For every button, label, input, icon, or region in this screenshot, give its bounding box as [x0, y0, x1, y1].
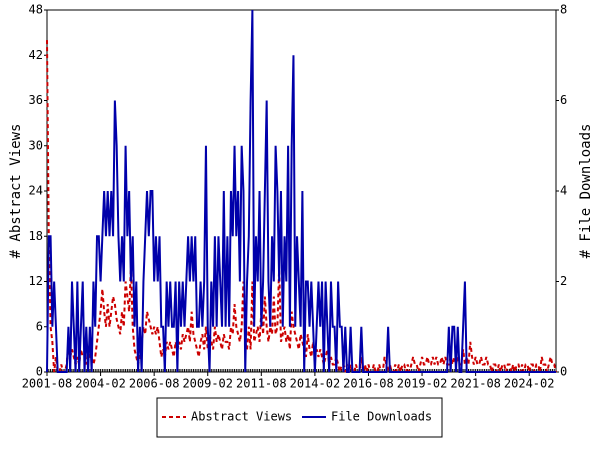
y2-tick-label: 2 [560, 274, 567, 288]
y2-tick-label: 4 [560, 184, 567, 198]
y-tick-label: 12 [29, 274, 43, 288]
x-tick-label: 2009-02 [182, 377, 233, 391]
data-line [46, 9, 556, 373]
y-tick-label: 18 [29, 229, 43, 243]
y2-axis-title: # File Downloads [578, 124, 594, 259]
legend-label: File Downloads [331, 410, 432, 424]
x-tick-label: 2006-08 [129, 377, 180, 391]
y-tick-label: 48 [29, 3, 43, 17]
y2-tick-label: 0 [560, 365, 567, 379]
y-tick-label: 0 [36, 365, 43, 379]
x-tick-label: 2011-08 [236, 377, 287, 391]
legend-box [156, 397, 443, 438]
x-tick-label: 2021-08 [450, 377, 501, 391]
x-tick-label: 2014-02 [290, 377, 341, 391]
x-tick-label: 2004-02 [75, 377, 126, 391]
y-tick-label: 30 [29, 138, 43, 152]
y-tick-label: 24 [29, 184, 43, 198]
data-line [46, 40, 557, 373]
x-tick-label: 2019-02 [397, 377, 448, 391]
legend-label: Abstract Views [191, 410, 292, 424]
y-tick-label: 36 [29, 93, 43, 107]
y-axis-title: # Abstract Views [8, 124, 24, 259]
y-tick-label: 6 [36, 319, 43, 333]
y-tick-label: 42 [29, 48, 43, 62]
x-tick-label: 2016-08 [343, 377, 394, 391]
x-tick-label: 2024-02 [504, 377, 555, 391]
y2-tick-label: 8 [560, 3, 567, 17]
y2-tick-label: 6 [560, 93, 567, 107]
x-tick-label: 2001-08 [22, 377, 73, 391]
